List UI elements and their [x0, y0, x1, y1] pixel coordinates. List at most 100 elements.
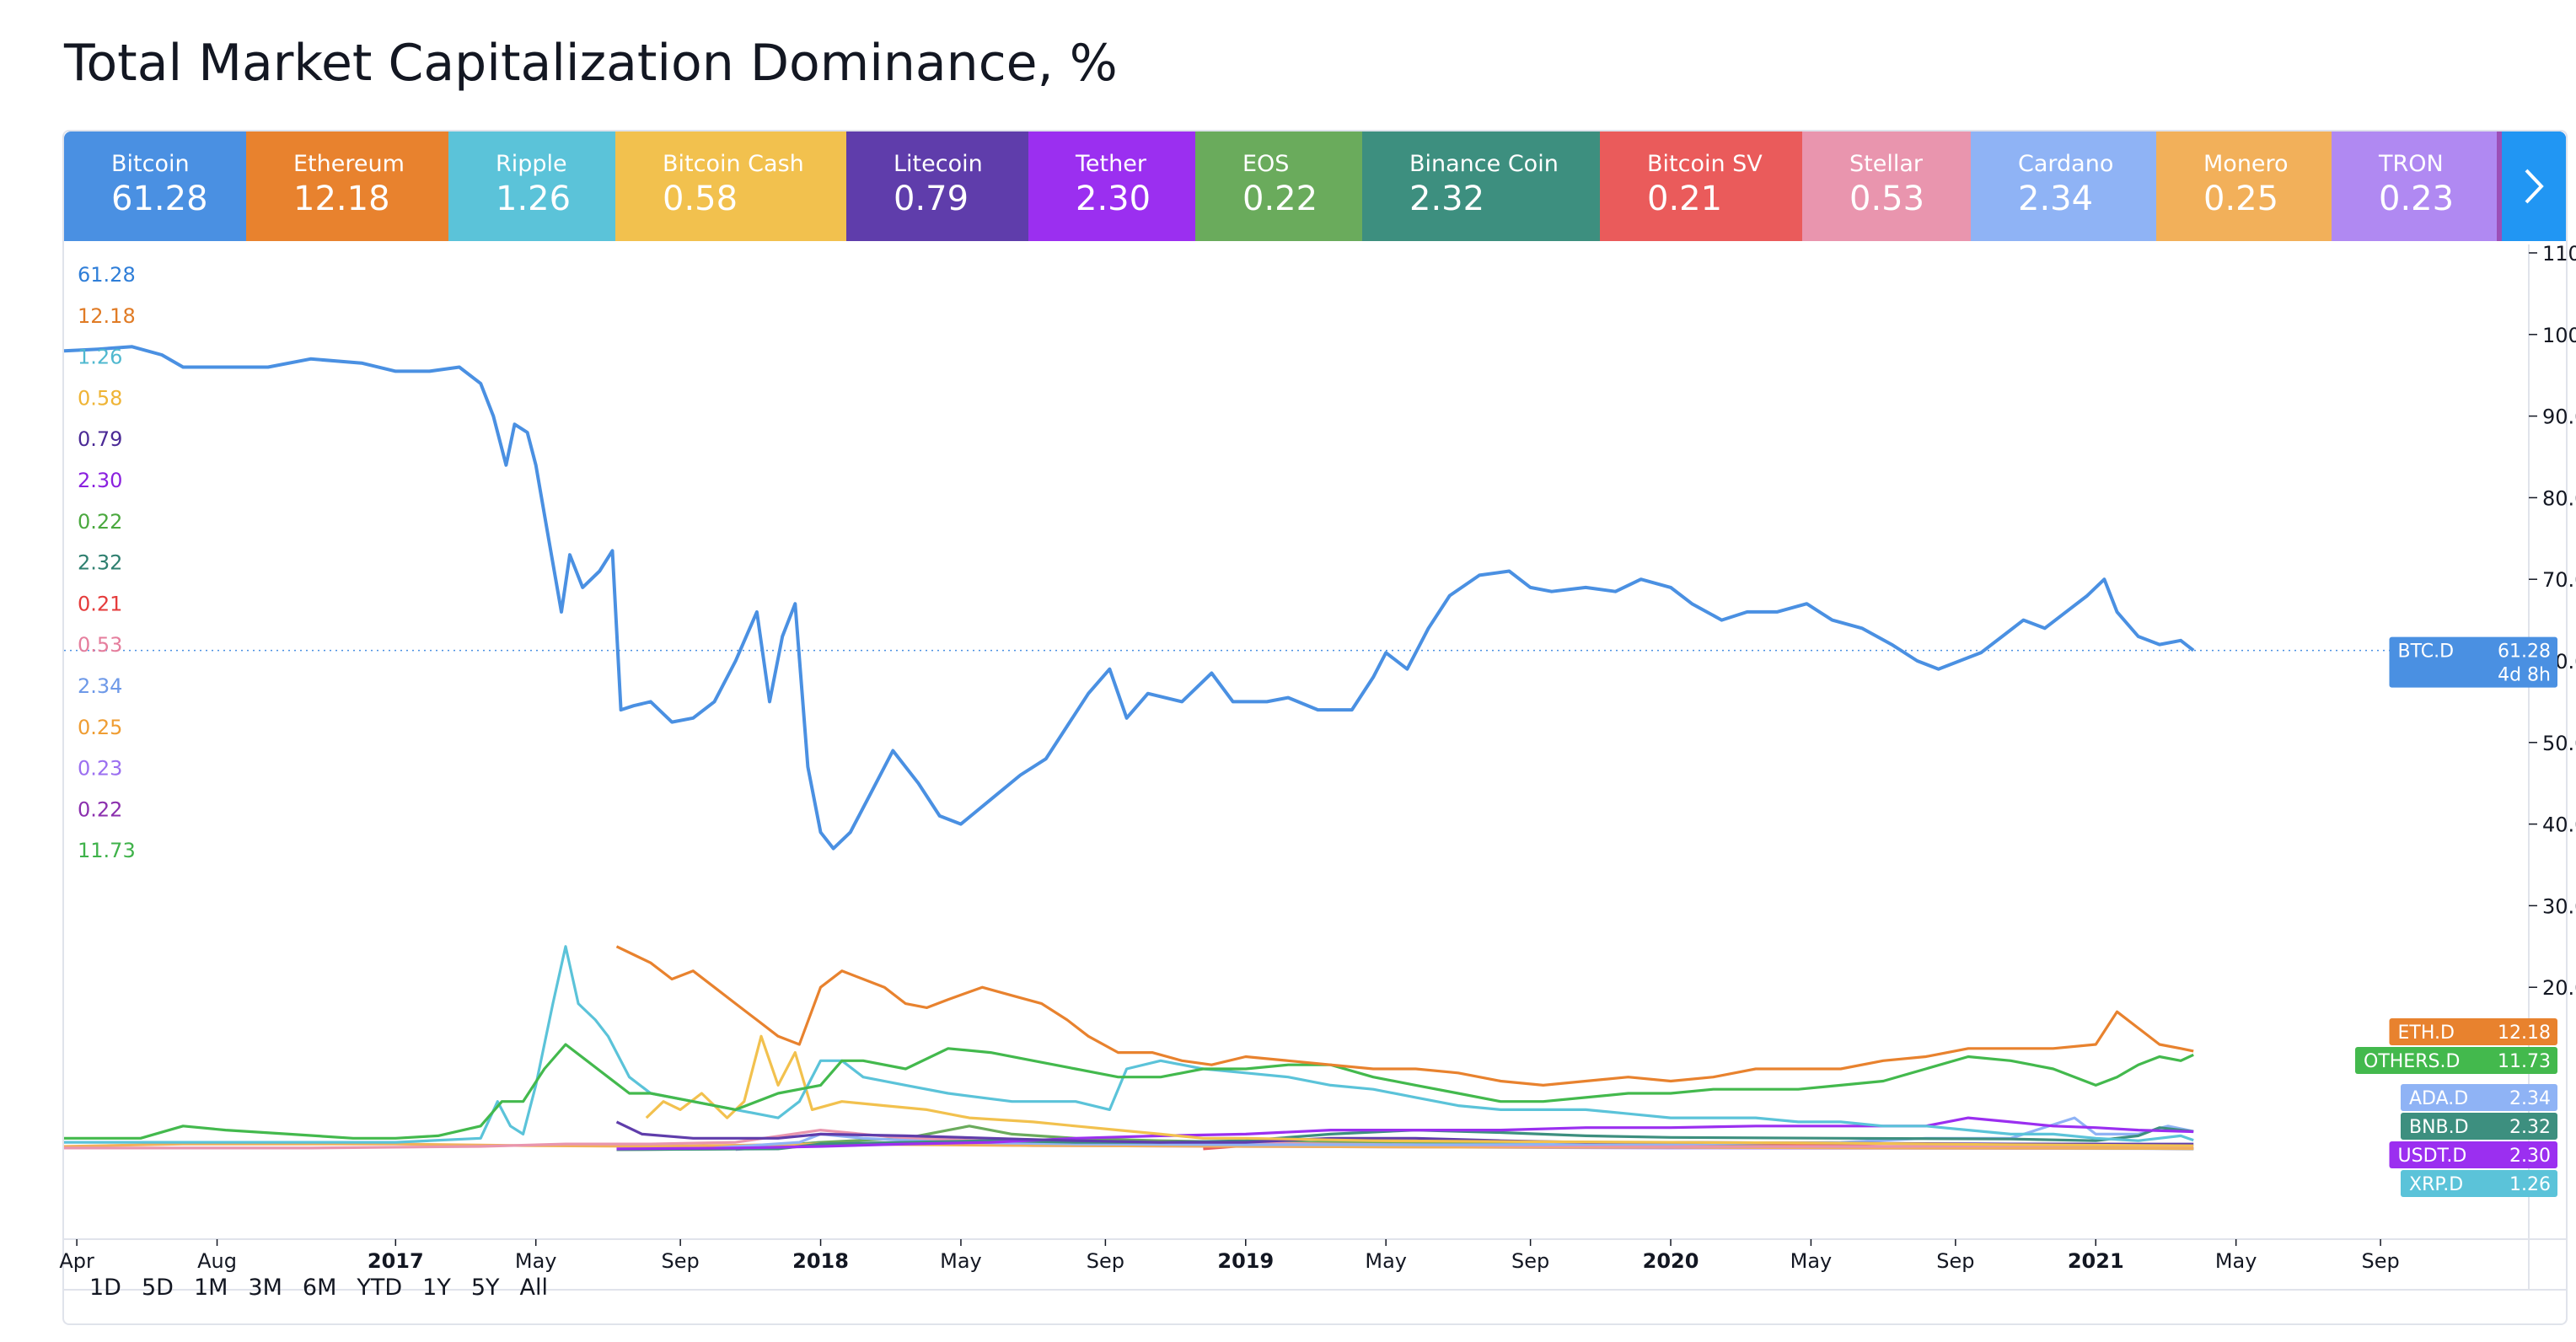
legend-chip[interactable]: Binance Coin 2.32	[1362, 132, 1600, 241]
legend-chip-value: 0.21	[1647, 180, 1723, 218]
legend-chip-value: 2.30	[1076, 180, 1151, 218]
x-tick-label: May	[1790, 1249, 1833, 1273]
legend-chip-name: TRON	[2379, 151, 2444, 177]
legend-chip-name: Monero	[2203, 151, 2289, 177]
series-value-label: 1.26	[78, 346, 122, 369]
legend-chip[interactable]: Tether 2.30	[1028, 132, 1195, 241]
x-tick-label: 2021	[2068, 1249, 2124, 1273]
legend-chip-name: Cardano	[2018, 151, 2114, 177]
series-value-label: 12.18	[78, 304, 136, 328]
series-value-label: 0.23	[78, 757, 122, 781]
series-value-label: 0.22	[78, 510, 122, 534]
legend-chip-value: 0.25	[2203, 180, 2279, 218]
price-tag-countdown: 4d 8h	[2498, 665, 2551, 686]
legend-chip-name: Binance Coin	[1409, 151, 1559, 177]
price-tag-value: 2.34	[2509, 1088, 2551, 1109]
y-tick-label: 20.00	[2542, 976, 2576, 1000]
legend-chip-name: Ripple	[496, 151, 567, 177]
price-tag-background	[2389, 636, 2557, 688]
series-line-bch-d[interactable]	[645, 1034, 2194, 1147]
y-tick-label: 40.00	[2542, 813, 2576, 837]
x-tick-label: 2017	[368, 1249, 424, 1273]
legend-chip[interactable]: EOS 0.22	[1195, 132, 1362, 241]
legend-chip-name: EOS	[1242, 151, 1290, 177]
y-tick-label: 90.00	[2542, 405, 2576, 429]
range-button-1m[interactable]: 1M	[193, 1275, 228, 1301]
legend-chip[interactable]: Ethereum 12.18	[246, 132, 448, 241]
series-value-label: 0.21	[78, 592, 122, 615]
legend-chip-value: 0.79	[894, 180, 969, 218]
legend-chip[interactable]: Stellar 0.53	[1802, 132, 1971, 241]
legend-chip[interactable]: Litecoin 0.79	[846, 132, 1028, 241]
legend-next-button[interactable]	[2502, 132, 2566, 241]
y-tick-label: 100.00	[2542, 324, 2576, 347]
legend-chip-name: Bitcoin Cash	[663, 151, 804, 177]
range-button-6m[interactable]: 6M	[302, 1275, 337, 1301]
price-tag-bnb-d: BNB.D 2.32	[2401, 1113, 2557, 1140]
price-tag-xrp-d: XRP.D 1.26	[2401, 1170, 2557, 1197]
series-line-btc-d[interactable]	[63, 345, 2195, 851]
x-tick-label: 2018	[792, 1249, 849, 1273]
price-tag-background	[2401, 1113, 2557, 1140]
legend-chip-value: 0.58	[663, 180, 738, 218]
range-button-5d[interactable]: 5D	[141, 1275, 174, 1301]
x-tick-label: 2019	[1217, 1249, 1274, 1273]
legend-chip-name: Bitcoin SV	[1647, 151, 1763, 177]
price-tag-symbol: USDT.D	[2398, 1146, 2467, 1167]
price-tag-eth-d: ETH.D 12.18	[2389, 1018, 2557, 1045]
x-tick-label: May	[940, 1249, 982, 1273]
legend-chip[interactable]: Cardano 2.34	[1971, 132, 2156, 241]
legend-chip-name: Stellar	[1849, 151, 1923, 177]
chart-frame	[62, 130, 2568, 1325]
legend-chip[interactable]: Monero 0.25	[2156, 132, 2332, 241]
series-line-others-d[interactable]	[64, 1043, 2194, 1140]
price-tag-symbol: BNB.D	[2409, 1117, 2469, 1138]
x-tick-label: Apr	[59, 1249, 94, 1273]
legend-chip-value: 12.18	[293, 180, 390, 218]
legend-chip-name: Bitcoin	[111, 151, 190, 177]
series-value-label: 0.25	[78, 716, 122, 739]
price-tag-symbol: XRP.D	[2409, 1174, 2463, 1195]
range-button-3m[interactable]: 3M	[248, 1275, 282, 1301]
legend-chip-value: 1.26	[496, 180, 572, 218]
x-tick-label: May	[2215, 1249, 2257, 1273]
price-tag-value: 11.73	[2498, 1051, 2551, 1072]
range-button-5y[interactable]: 5Y	[470, 1275, 500, 1301]
price-tag-symbol: BTC.D	[2398, 641, 2455, 663]
price-tag-value: 61.28	[2498, 641, 2551, 663]
legend-chip[interactable]: Bitcoin Cash 0.58	[615, 132, 846, 241]
price-tag-symbol: OTHERS.D	[2364, 1051, 2460, 1072]
price-tag-background	[2389, 1141, 2557, 1168]
price-tag-value: 12.18	[2498, 1023, 2551, 1044]
price-tag-others-d: OTHERS.D 11.73	[2355, 1047, 2557, 1074]
series-line-ada-d[interactable]	[714, 1116, 2194, 1150]
legend-chip[interactable]: TRON 0.23	[2332, 132, 2497, 241]
range-button-all[interactable]: All	[519, 1275, 548, 1301]
price-tag-value: 2.32	[2509, 1117, 2551, 1138]
series-line-xrp-d[interactable]	[64, 945, 2194, 1144]
x-tick-label: Sep	[662, 1249, 700, 1273]
range-button-1y[interactable]: 1Y	[422, 1275, 451, 1301]
legend-chip[interactable]: Ripple 1.26	[448, 132, 615, 241]
series-value-label: 0.58	[78, 386, 122, 410]
legend-chip[interactable]: Bitcoin 61.28	[64, 132, 246, 241]
series-line-usdt-d[interactable]	[616, 1116, 2194, 1151]
legend-chip-name: Litecoin	[894, 151, 983, 177]
range-button-ytd[interactable]: YTD	[357, 1275, 403, 1301]
x-tick-label: May	[1365, 1249, 1407, 1273]
price-tag-value: 2.30	[2509, 1146, 2551, 1167]
y-tick-label: 70.00	[2542, 568, 2576, 592]
y-tick-label: 50.00	[2542, 732, 2576, 755]
time-range-selector: 1D 5D 1M 3M 6M YTD 1Y 5Y All	[89, 1275, 568, 1301]
legend-chip-value: 2.32	[1409, 180, 1485, 218]
series-line-eth-d[interactable]	[615, 945, 2194, 1087]
legend-chip-value: 2.34	[2018, 180, 2094, 218]
x-tick-label: Sep	[2361, 1249, 2399, 1273]
legend-chip[interactable]: Bitcoin SV 0.21	[1600, 132, 1802, 241]
x-tick-label: Sep	[1087, 1249, 1124, 1273]
y-tick-label: 80.00	[2542, 486, 2576, 510]
x-tick-label: May	[515, 1249, 557, 1273]
y-tick-label: 30.00	[2542, 894, 2576, 918]
range-button-1d[interactable]: 1D	[89, 1275, 121, 1301]
